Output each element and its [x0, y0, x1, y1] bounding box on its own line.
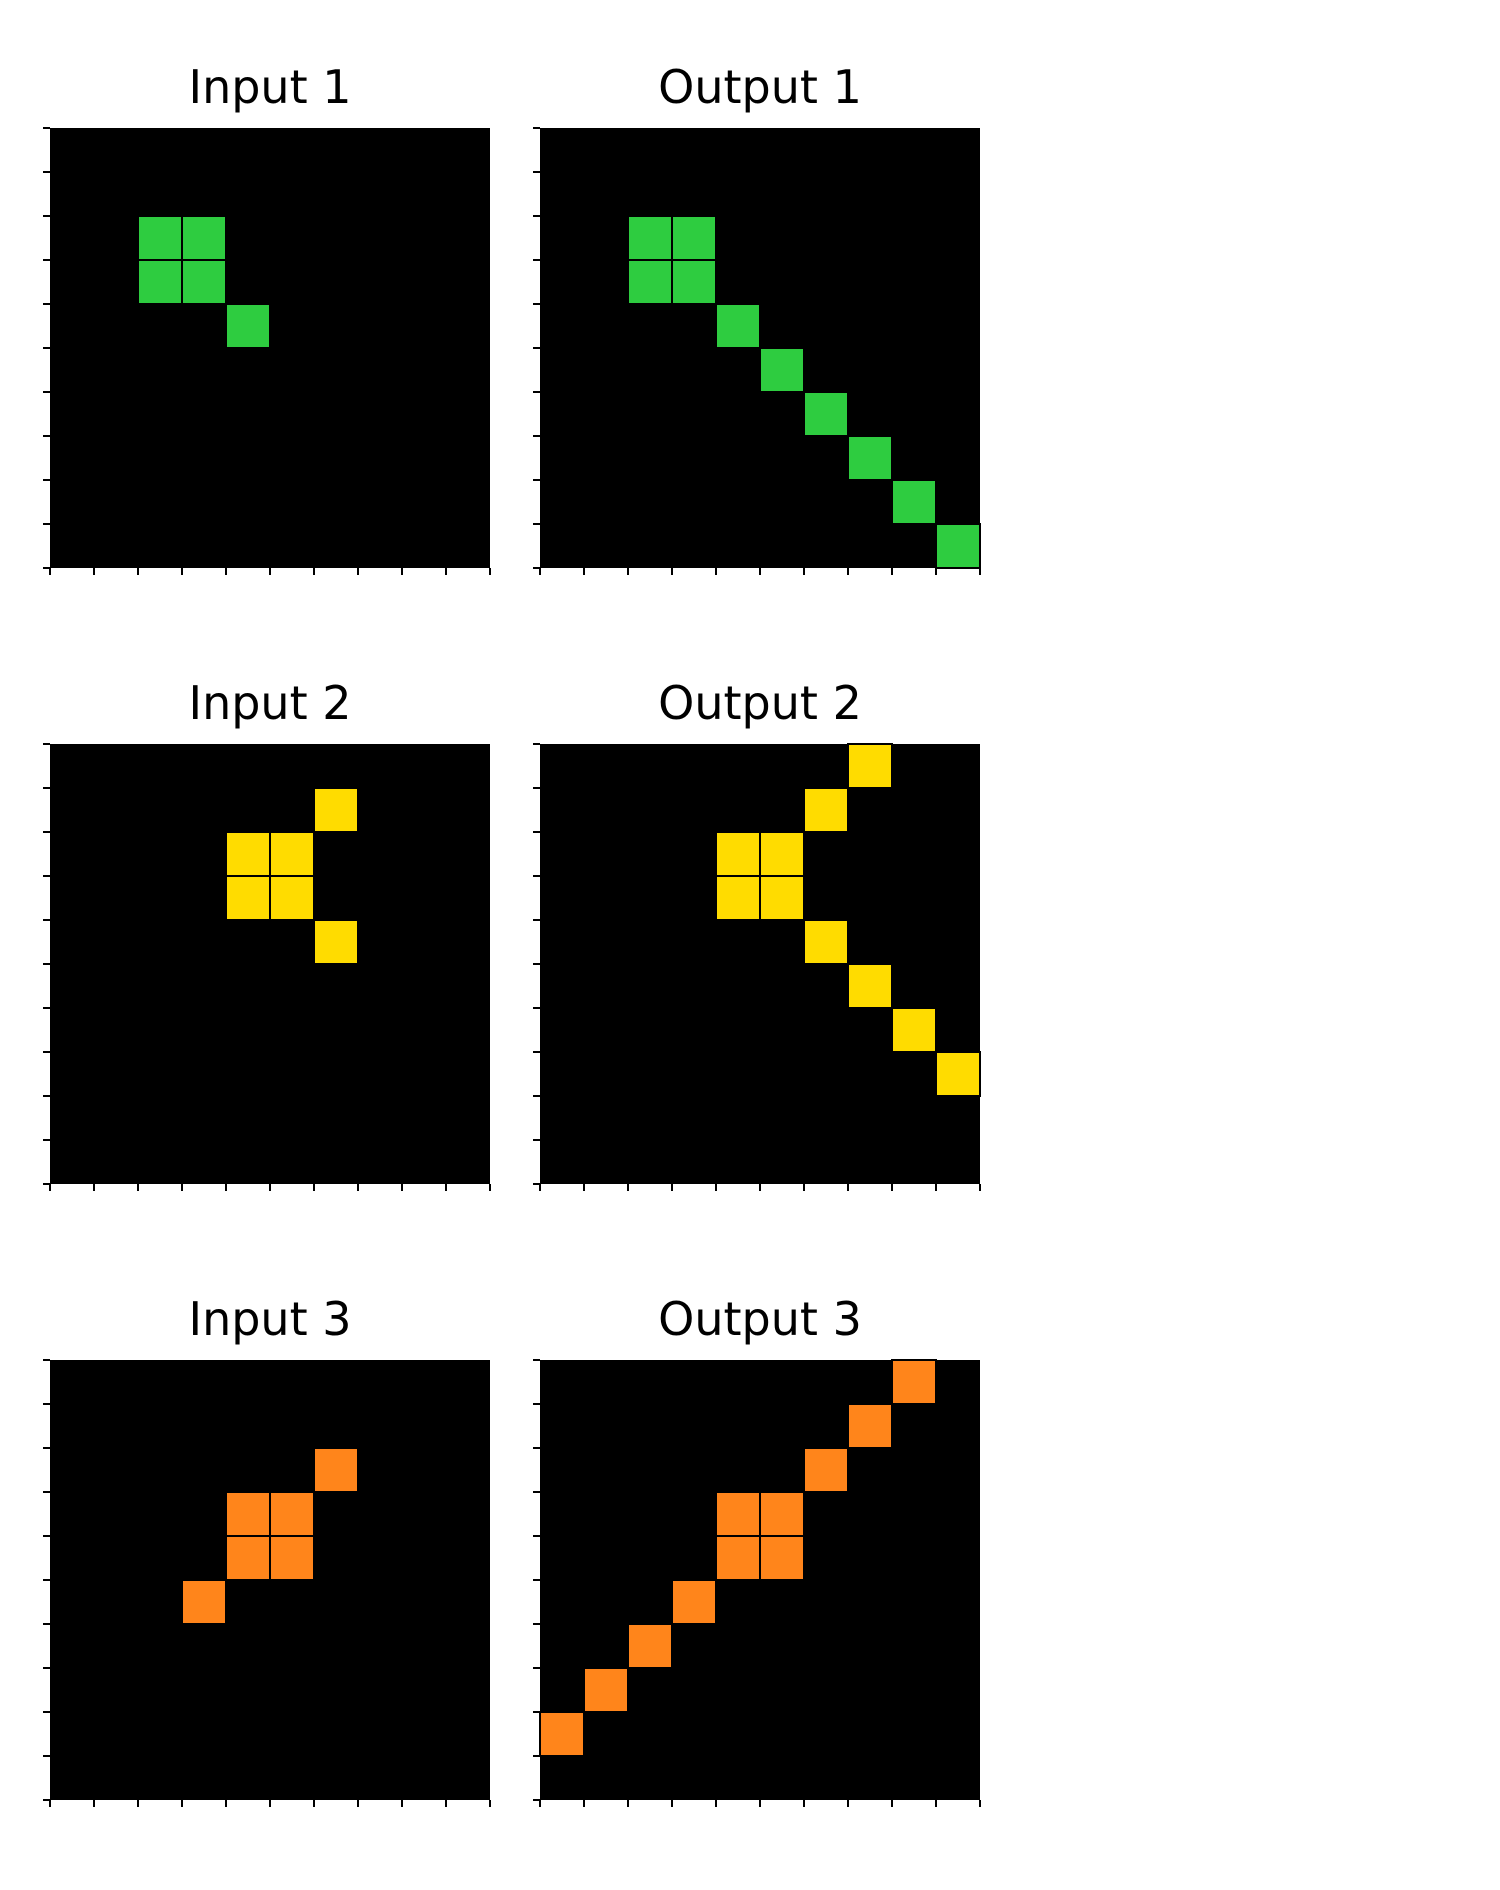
grid-cell-yellow [847, 963, 893, 1009]
grid-cell-yellow [847, 743, 893, 789]
grid-cell-yellow [803, 787, 849, 833]
grid-cell-orange [583, 1667, 629, 1713]
grid-cell-orange [759, 1491, 805, 1537]
grid-cell-green [759, 347, 805, 393]
grid-cell-green [891, 479, 937, 525]
grid-cell-green [627, 259, 673, 305]
input-1-grid [43, 127, 491, 575]
grid-background [540, 744, 980, 1184]
grid-background [50, 744, 490, 1184]
grid-cell-orange [715, 1491, 761, 1537]
grid-cell-green [803, 391, 849, 437]
grid-cell-green [935, 523, 981, 569]
grid-cell-yellow [759, 831, 805, 877]
output-3-title: Output 3 [658, 1292, 862, 1346]
grid-cell-green [137, 259, 183, 305]
grid-cell-orange [539, 1711, 585, 1757]
grid-cell-orange [715, 1535, 761, 1581]
output-1-grid [533, 127, 981, 575]
grid-cell-green [671, 259, 717, 305]
input-3-title: Input 3 [188, 1292, 352, 1346]
grid-cell-yellow [935, 1051, 981, 1097]
grid-cell-green [181, 215, 227, 261]
input-3-grid [43, 1359, 491, 1807]
grid-cell-orange [803, 1447, 849, 1493]
grid-cell-yellow [269, 875, 315, 921]
grid-cell-green [847, 435, 893, 481]
grid-cell-yellow [715, 831, 761, 877]
grid-cell-yellow [759, 875, 805, 921]
output-1-title: Output 1 [658, 60, 862, 114]
output-2-grid [533, 743, 981, 1191]
grid-cell-orange [847, 1403, 893, 1449]
grid-cell-green [671, 215, 717, 261]
input-2-title: Input 2 [188, 676, 352, 730]
grid-cell-yellow [313, 787, 359, 833]
grid-cell-yellow [269, 831, 315, 877]
grid-cell-orange [759, 1535, 805, 1581]
grid-cell-orange [181, 1579, 227, 1625]
grid-cell-yellow [891, 1007, 937, 1053]
grid-cell-yellow [715, 875, 761, 921]
grid-cell-orange [225, 1535, 271, 1581]
grid-cell-green [627, 215, 673, 261]
output-3-grid [533, 1359, 981, 1807]
grid-cell-orange [225, 1491, 271, 1537]
grid-cell-yellow [225, 831, 271, 877]
grid-cell-orange [269, 1535, 315, 1581]
grid-cell-green [181, 259, 227, 305]
input-2-grid [43, 743, 491, 1191]
input-1-title: Input 1 [188, 60, 352, 114]
grid-cell-green [137, 215, 183, 261]
grid-cell-orange [313, 1447, 359, 1493]
grid-cell-orange [671, 1579, 717, 1625]
grid-cell-yellow [803, 919, 849, 965]
grid-cell-green [715, 303, 761, 349]
grid-cell-orange [891, 1359, 937, 1405]
grid-cell-orange [627, 1623, 673, 1669]
grid-cell-green [225, 303, 271, 349]
grid-cell-orange [269, 1491, 315, 1537]
grid-cell-yellow [225, 875, 271, 921]
output-2-title: Output 2 [658, 676, 862, 730]
grid-cell-yellow [313, 919, 359, 965]
